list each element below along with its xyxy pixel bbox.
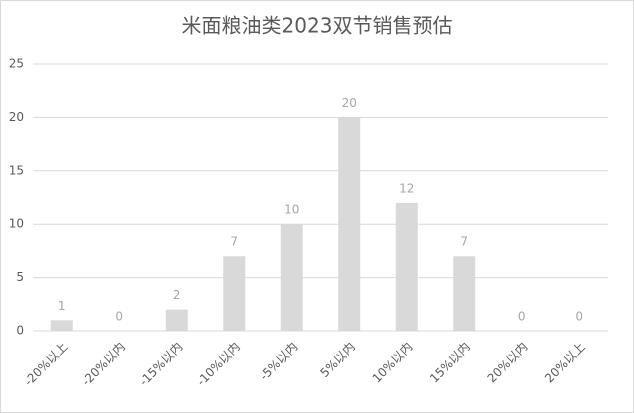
bar [338,117,361,332]
value-label: 0 [115,310,123,324]
y-tick-label: 0 [16,324,24,338]
bar [280,224,303,331]
value-label: 20 [342,96,357,110]
value-label: 7 [460,235,468,249]
bar [223,256,246,331]
value-label: 7 [230,235,238,249]
y-tick-label: 5 [16,270,24,284]
value-label: 12 [399,181,414,195]
y-tick-label: 15 [9,163,24,177]
y-tick-label: 25 [9,57,24,71]
bar [165,309,188,331]
value-label: 2 [173,288,181,302]
y-tick-label: 20 [9,110,24,124]
value-label: 0 [518,310,526,324]
bar [395,202,418,331]
value-label: 0 [575,310,583,324]
value-label: 10 [284,203,299,217]
y-tick-label: 10 [9,217,24,231]
chart-title: 米面粮油类2023双节销售预估 [182,14,453,38]
value-label: 1 [58,299,66,313]
bar [50,320,73,331]
bar [453,256,476,331]
